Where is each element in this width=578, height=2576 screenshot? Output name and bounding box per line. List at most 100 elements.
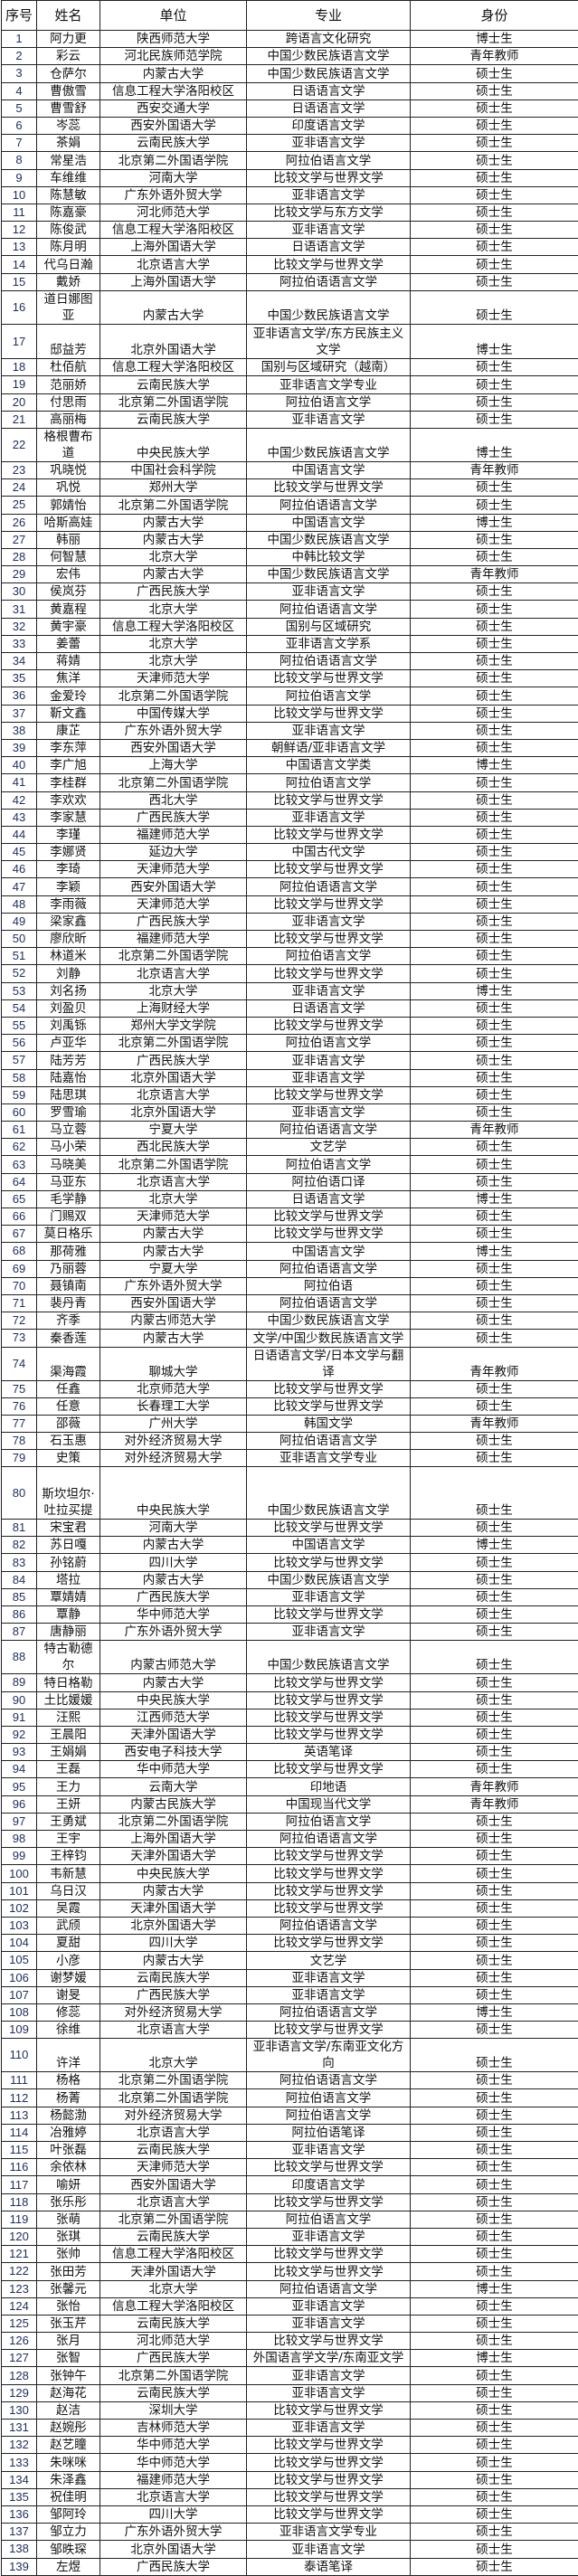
cell-name: 冶雅婷: [37, 2124, 100, 2141]
cell-major: 阿拉伯语言文学: [247, 393, 411, 411]
cell-status: 硕士生: [411, 2367, 578, 2384]
cell-name: 祝佳明: [37, 2488, 100, 2505]
cell-status: 硕士生: [411, 1831, 578, 1848]
cell-index: 51: [2, 948, 37, 965]
cell-major: 中国少数民族语言文学: [247, 290, 411, 324]
cell-index: 98: [2, 1831, 37, 1848]
cell-status: 硕士生: [411, 2176, 578, 2193]
cell-name: 邹立力: [37, 2524, 100, 2541]
cell-unit: 云南民族大学: [100, 2142, 247, 2159]
cell-index: 100: [2, 1865, 37, 1882]
cell-major: 亚非语言文学: [247, 1969, 411, 1986]
cell-status: 博士生: [411, 2003, 578, 2021]
cell-name: 陈俊武: [37, 222, 100, 239]
cell-major: 比较文学与世界文学: [247, 895, 411, 913]
cell-status: 青年教师: [411, 566, 578, 583]
cell-status: 硕士生: [411, 1624, 578, 1641]
cell-major: 比较文学与世界文学: [247, 1865, 411, 1882]
cell-major: 比较文学与世界文学: [247, 1709, 411, 1726]
cell-index: 85: [2, 1588, 37, 1605]
cell-status: 硕士生: [411, 670, 578, 687]
cell-major: 比较文学与世界文学: [247, 965, 411, 982]
cell-status: 硕士生: [411, 1312, 578, 1330]
cell-status: 硕士生: [411, 1467, 578, 1520]
cell-status: 硕士生: [411, 1691, 578, 1709]
cell-major: 比较文学与世界文学: [247, 2246, 411, 2263]
cell-index: 69: [2, 1260, 37, 1277]
cell-name: 李欢欢: [37, 791, 100, 809]
cell-major: 阿拉伯语口译: [247, 1173, 411, 1190]
cell-name: 马亚东: [37, 1173, 100, 1190]
cell-status: 硕士生: [411, 2505, 578, 2523]
cell-unit: 上海财经大学: [100, 999, 247, 1017]
cell-status: 硕士生: [411, 1605, 578, 1623]
cell-status: 硕士生: [411, 826, 578, 843]
cell-status: 硕士生: [411, 548, 578, 565]
cell-status: 博士生: [411, 324, 578, 358]
cell-unit: 信息工程大学洛阳校区: [100, 82, 247, 99]
cell-unit: 北京第二外国语学院: [100, 1813, 247, 1830]
cell-status: 硕士生: [411, 2333, 578, 2350]
cell-index: 112: [2, 2089, 37, 2107]
cell-name: 谢旻: [37, 1986, 100, 2003]
cell-unit: 内蒙古师范大学: [100, 1641, 247, 1674]
cell-name: 张琪: [37, 2228, 100, 2245]
cell-index: 119: [2, 2211, 37, 2228]
cell-status: 硕士生: [411, 895, 578, 913]
cell-index: 60: [2, 1103, 37, 1121]
cell-unit: 中央民族大学: [100, 1691, 247, 1709]
cell-status: 硕士生: [411, 1709, 578, 1726]
cell-major: 中国语言文学: [247, 461, 411, 478]
cell-name: 齐季: [37, 1312, 100, 1330]
cell-name: 廖欣昕: [37, 931, 100, 948]
cell-unit: 北京第二外国语学院: [100, 2211, 247, 2228]
cell-major: 中国少数民族语言文学: [247, 428, 411, 461]
cell-status: 硕士生: [411, 65, 578, 82]
cell-index: 109: [2, 2022, 37, 2039]
cell-name: 唐静丽: [37, 1624, 100, 1641]
cell-unit: 河北师范大学: [100, 2333, 247, 2350]
cell-index: 9: [2, 169, 37, 186]
cell-unit: 云南民族大学: [100, 135, 247, 152]
cell-name: 覃婧婧: [37, 1588, 100, 1605]
cell-unit: 中央民族大学: [100, 1865, 247, 1882]
cell-status: 硕士生: [411, 273, 578, 290]
cell-name: 韩丽: [37, 531, 100, 548]
cell-status: 硕士生: [411, 376, 578, 393]
cell-unit: 北京语言大学: [100, 965, 247, 982]
cell-name: 张萌: [37, 2211, 100, 2228]
cell-major: 亚非语言文学: [247, 809, 411, 826]
cell-name: 陈慧敏: [37, 186, 100, 204]
cell-index: 19: [2, 376, 37, 393]
cell-unit: 宁夏大学: [100, 1122, 247, 1139]
cell-status: 硕士生: [411, 1260, 578, 1277]
cell-name: 王勇斌: [37, 1813, 100, 1830]
cell-unit: 河南大学: [100, 1520, 247, 1537]
cell-index: 74: [2, 1347, 37, 1380]
cell-name: 陈月明: [37, 239, 100, 256]
cell-unit: 广东外语外贸大学: [100, 186, 247, 204]
cell-status: 硕士生: [411, 2401, 578, 2419]
cell-name: 宏伟: [37, 566, 100, 583]
cell-index: 59: [2, 1086, 37, 1103]
cell-status: 博士生: [411, 31, 578, 48]
cell-major: 亚非语言文学: [247, 135, 411, 152]
cell-name: 李颖: [37, 878, 100, 895]
cell-name: 张帅: [37, 2246, 100, 2263]
cell-unit: 西安外国语大学: [100, 2176, 247, 2193]
cell-unit: 信息工程大学洛阳校区: [100, 2297, 247, 2315]
cell-unit: 福建师范大学: [100, 2471, 247, 2488]
